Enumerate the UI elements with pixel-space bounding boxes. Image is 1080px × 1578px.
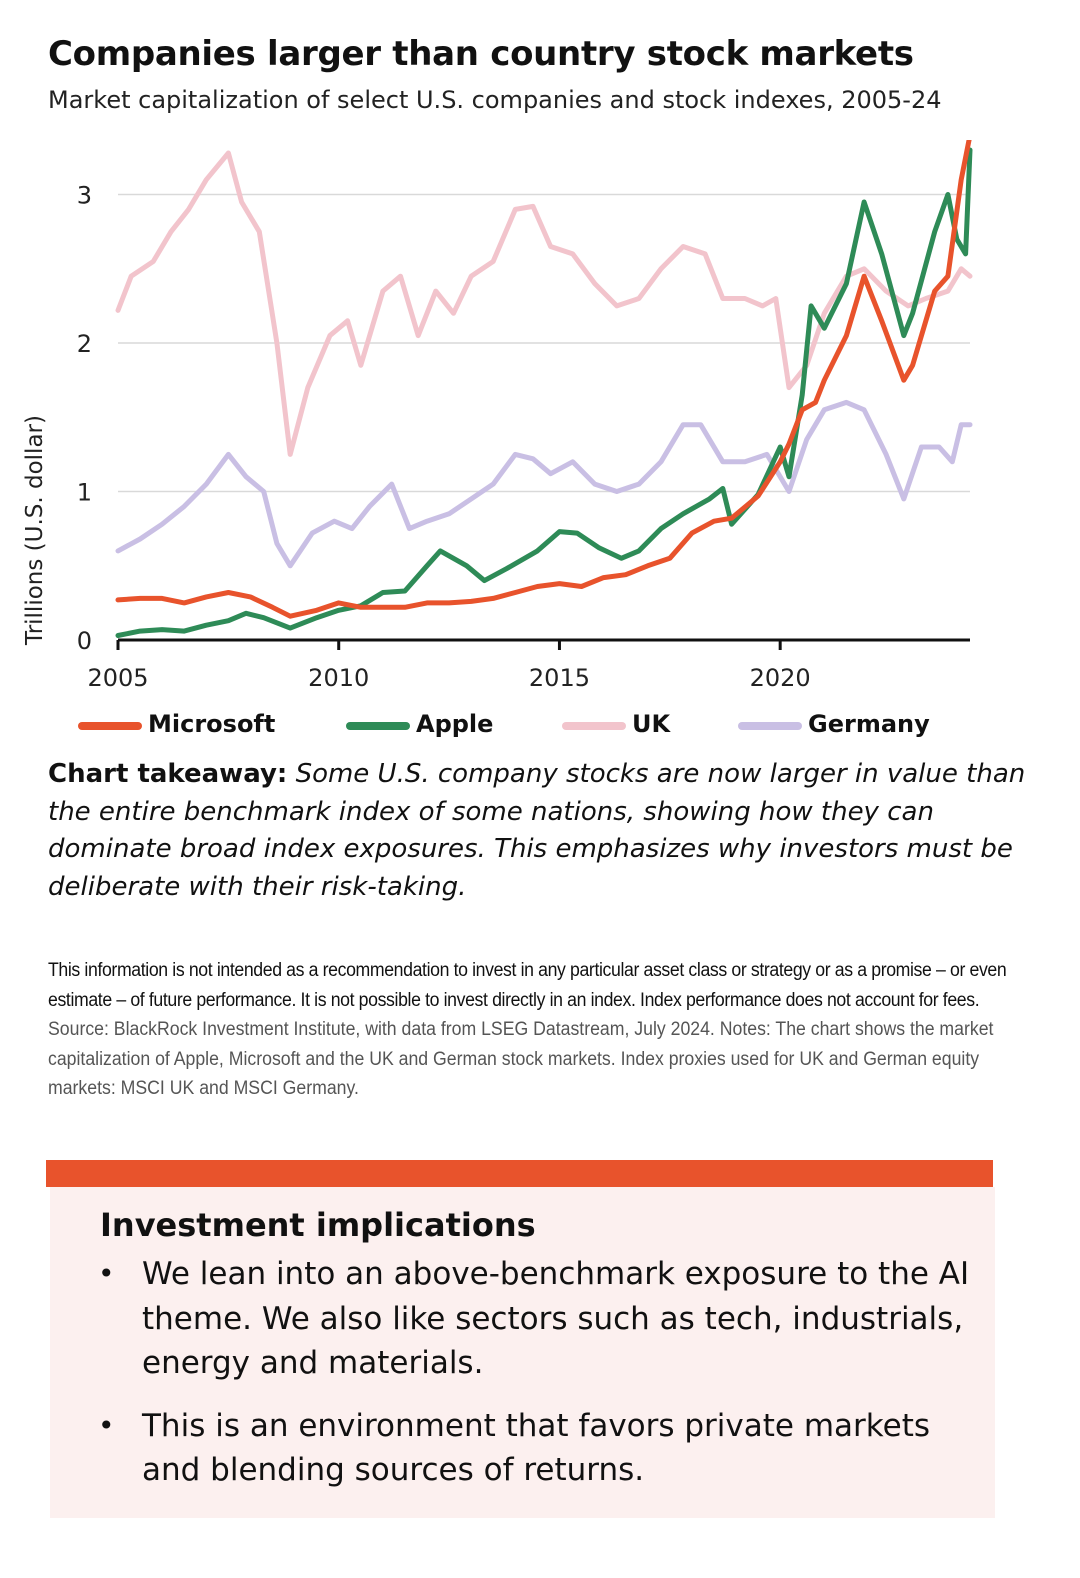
implications-title: Investment implications xyxy=(100,1206,536,1244)
disclaimer: This information is not intended as a re… xyxy=(48,956,1015,1104)
implication-item: • We lean into an above-benchmark exposu… xyxy=(98,1252,978,1386)
x-tick-label-2015: 2015 xyxy=(529,664,590,692)
implication-item: • This is an environment that favors pri… xyxy=(98,1404,978,1493)
y-axis-label: Trillions (U.S. dollar) xyxy=(22,415,48,646)
chart-series xyxy=(115,140,973,638)
legend-swatch-apple xyxy=(346,722,410,730)
series-line-germany xyxy=(115,399,973,569)
legend-label-germany: Germany xyxy=(808,710,930,738)
x-tick-label-2020: 2020 xyxy=(750,664,811,692)
y-tick-label-1: 1 xyxy=(77,479,92,507)
takeaway-lead: Chart takeaway: xyxy=(48,759,288,789)
disclaimer-source: Source: BlackRock Investment Institute, … xyxy=(48,1019,994,1099)
chart-legend: Microsoft Apple UK Germany xyxy=(78,708,978,744)
chart-title: Companies larger than country stock mark… xyxy=(48,34,914,74)
implications-list: • We lean into an above-benchmark exposu… xyxy=(98,1252,978,1511)
legend-label-uk: UK xyxy=(632,710,671,738)
bullet-icon: • xyxy=(98,1408,115,1442)
series-line-apple xyxy=(115,147,973,638)
implications-panel xyxy=(50,1187,995,1518)
chart-axes: 0 1 2 3 2005 2010 2015 2020 xyxy=(77,182,970,692)
y-tick-label-2: 2 xyxy=(77,330,92,358)
legend-label-microsoft: Microsoft xyxy=(148,710,276,738)
chart-takeaway: Chart takeaway: Some U.S. company stocks… xyxy=(48,756,1038,906)
legend-swatch-uk xyxy=(562,722,626,730)
line-chart: 0 1 2 3 2005 2010 2015 2020 Trillions (U.S. dol… xyxy=(22,140,973,692)
legend-label-apple: Apple xyxy=(416,710,494,738)
disclaimer-statement: This information is not intended as a re… xyxy=(48,960,1007,1011)
legend-swatch-germany xyxy=(738,722,802,730)
legend-swatch-microsoft xyxy=(78,722,142,730)
y-tick-label-3: 3 xyxy=(77,182,92,210)
x-tick-label-2010: 2010 xyxy=(308,664,369,692)
implications-accent-bar xyxy=(46,1160,993,1187)
series-line-microsoft xyxy=(115,140,972,619)
y-tick-label-0: 0 xyxy=(77,627,92,655)
implication-text: This is an environment that favors priva… xyxy=(142,1407,931,1489)
bullet-icon: • xyxy=(98,1257,115,1290)
x-tick-label-2005: 2005 xyxy=(87,664,148,692)
takeaway-text: Some U.S. company stocks are now larger … xyxy=(48,759,1026,902)
implication-text: We lean into an above-benchmark exposure… xyxy=(142,1256,970,1381)
series-line-uk xyxy=(115,150,973,457)
chart-subtitle: Market capitalization of select U.S. com… xyxy=(48,86,942,114)
